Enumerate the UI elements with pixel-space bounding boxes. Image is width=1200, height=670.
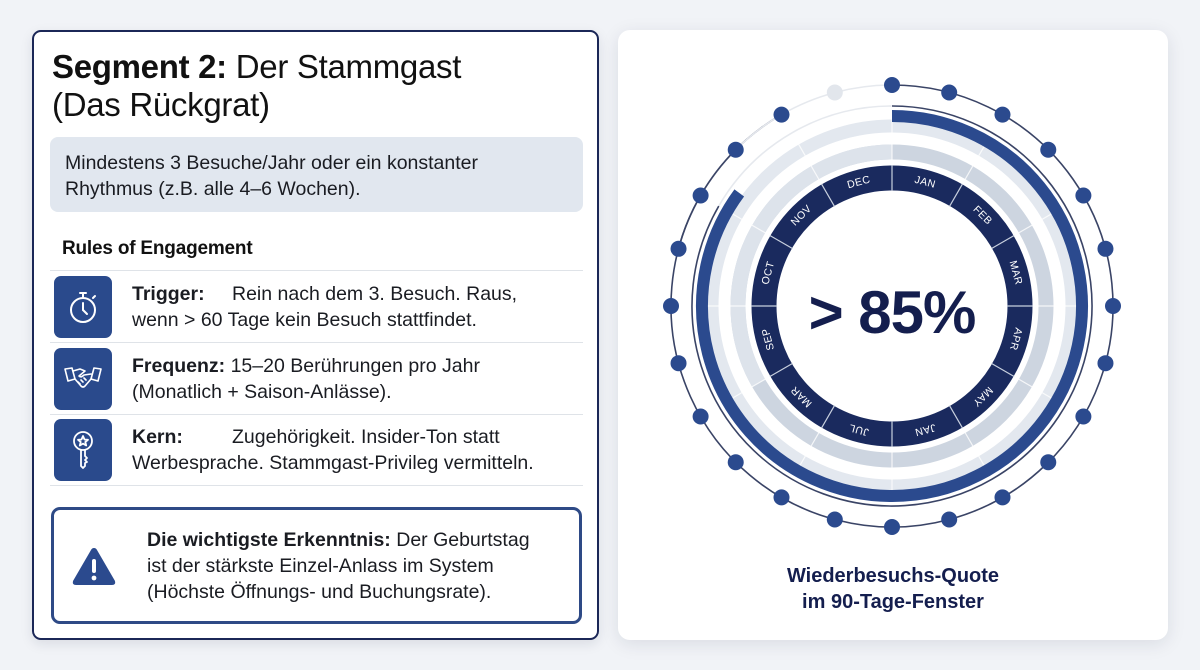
segment-card: Segment 2: Der Stammgast (Das Rückgrat) …: [32, 30, 599, 640]
milestone-dot: [1105, 298, 1121, 314]
rules-heading: Rules of Engagement: [62, 238, 253, 259]
stat-card: JAN FEB MAR APR MAY JAN JUL MAR SEP OCT NOV DEC > 8…: [618, 30, 1168, 640]
month-divider: [820, 183, 836, 207]
insight-line: Der Geburtstag: [390, 528, 530, 551]
caption-line: Wiederbesuchs-Quote: [786, 565, 1000, 587]
month-label: JAN: [913, 421, 937, 438]
milestone-dot: [1075, 408, 1092, 425]
rules-list: Trigger: Rein nach dem 3. Besuch. Raus, w…: [50, 270, 583, 486]
milestone-dot: [773, 106, 790, 123]
rule-kern: Kern: Zugehörigkeit. Insider-Ton statt We…: [50, 414, 583, 486]
stat-value: > 85%: [808, 279, 977, 346]
milestone-dot: [884, 77, 900, 93]
milestone-dot: [1097, 240, 1114, 257]
month-divider: [820, 405, 836, 429]
rule-frequenz: Frequenz: 15–20 Berührungen pro Jahr (Mo…: [50, 342, 583, 414]
segment-divider: [1012, 375, 1055, 401]
rule-trigger: Trigger: Rein nach dem 3. Besuch. Raus, w…: [50, 270, 583, 342]
warning-icon: [69, 545, 119, 587]
month-label: APR: [1007, 326, 1025, 351]
progress-arc: [696, 110, 1088, 502]
milestone-dot: [884, 519, 900, 535]
milestone-dot: [826, 511, 843, 528]
milestone-dot: [727, 141, 744, 158]
segment-divider: [797, 426, 823, 469]
segment-divider: [961, 143, 987, 186]
milestone-dot: [670, 240, 687, 257]
milestone-dot: [727, 454, 744, 471]
milestone-dot: [1075, 187, 1092, 204]
month-divider: [991, 362, 1015, 378]
definition-line: Mindestens 3 Besuche/Jahr oder ein konst…: [65, 152, 478, 174]
insight-label: Die wichtigste Erkenntnis:: [147, 528, 391, 551]
milestone-dot: [773, 489, 790, 506]
milestone-dot: [663, 298, 679, 314]
milestone-dot: [692, 187, 709, 204]
rule-label: Kern:: [132, 426, 183, 448]
milestone-dot: [1097, 355, 1114, 372]
month-divider: [769, 362, 793, 378]
handshake-icon: [54, 347, 112, 410]
rule-label: Frequenz:: [132, 354, 226, 377]
month-label: OCT: [760, 260, 778, 286]
month-label: JAN: [913, 174, 937, 191]
milestone-dot: [994, 489, 1011, 506]
milestone-dot: [692, 408, 709, 425]
insight-line: ist der stärkste Einzel-Anlass im System: [147, 554, 494, 577]
rule-line: wenn > 60 Tage kein Besuch stattfindet.: [132, 308, 477, 331]
rule-line: (Monatlich + Saison-Anlässe).: [132, 380, 392, 403]
stat-caption: Wiederbesuchs-Quote im 90-Tage-Fenster: [618, 563, 1168, 615]
segment-definition: Mindestens 3 Besuche/Jahr oder ein konst…: [50, 137, 583, 212]
segment-divider: [729, 375, 772, 401]
milestone-dot: [1040, 141, 1057, 158]
month-divider: [769, 234, 793, 250]
rule-label: Trigger:: [132, 282, 205, 305]
milestone-dot: [941, 511, 958, 528]
rule-text: Trigger: Rein nach dem 3. Besuch. Raus, w…: [132, 281, 517, 333]
milestone-dot: [941, 84, 958, 101]
rule-text: Kern: Zugehörigkeit. Insider-Ton statt We…: [132, 424, 534, 476]
segment-divider: [961, 426, 987, 469]
thin-ring: [691, 105, 1093, 507]
rule-line: Werbesprache. Stammgast-Privileg vermitt…: [132, 452, 534, 474]
segment-divider: [797, 143, 823, 186]
segment-divider: [729, 211, 772, 237]
milestone-dot-faded: [826, 84, 843, 101]
rule-line: 15–20 Berührungen pro Jahr: [225, 354, 480, 377]
month-divider: [948, 183, 964, 207]
title-name: Der Stammgast: [226, 48, 462, 85]
rule-line: Zugehörigkeit. Insider-Ton statt: [232, 426, 500, 448]
title-segment: Segment 2:: [52, 48, 227, 85]
definition-line: Rhythmus (z.B. alle 4–6 Wochen).: [65, 178, 361, 200]
insight-line: (Höchste Öffnungs- und Buchungsrate).: [147, 580, 492, 603]
milestone-dot: [670, 355, 687, 372]
month-label: SEP: [760, 327, 777, 352]
insight-text: Die wichtigste Erkenntnis: Der Geburtsta…: [147, 527, 530, 605]
stopwatch-icon: [54, 275, 112, 338]
rule-line: Rein nach dem 3. Besuch. Raus,: [232, 282, 518, 305]
month-divider: [948, 405, 964, 429]
milestone-dot: [994, 106, 1011, 123]
caption-line: im 90-Tage-Fenster: [802, 591, 984, 613]
month-label: DEC: [846, 174, 872, 192]
rule-text: Frequenz: 15–20 Berührungen pro Jahr (Mo…: [132, 353, 480, 405]
milestone-dot: [1040, 454, 1057, 471]
month-label: JUL: [848, 421, 871, 438]
thin-ring-faded: [718, 105, 892, 207]
segment-divider: [1012, 211, 1055, 237]
key-star-icon: [54, 419, 112, 481]
title-subtitle: (Das Rückgrat): [52, 86, 270, 123]
month-divider: [991, 234, 1015, 250]
page-title: Segment 2: Der Stammgast (Das Rückgrat): [52, 48, 461, 124]
key-insight-box: Die wichtigste Erkenntnis: Der Geburtsta…: [51, 507, 582, 624]
